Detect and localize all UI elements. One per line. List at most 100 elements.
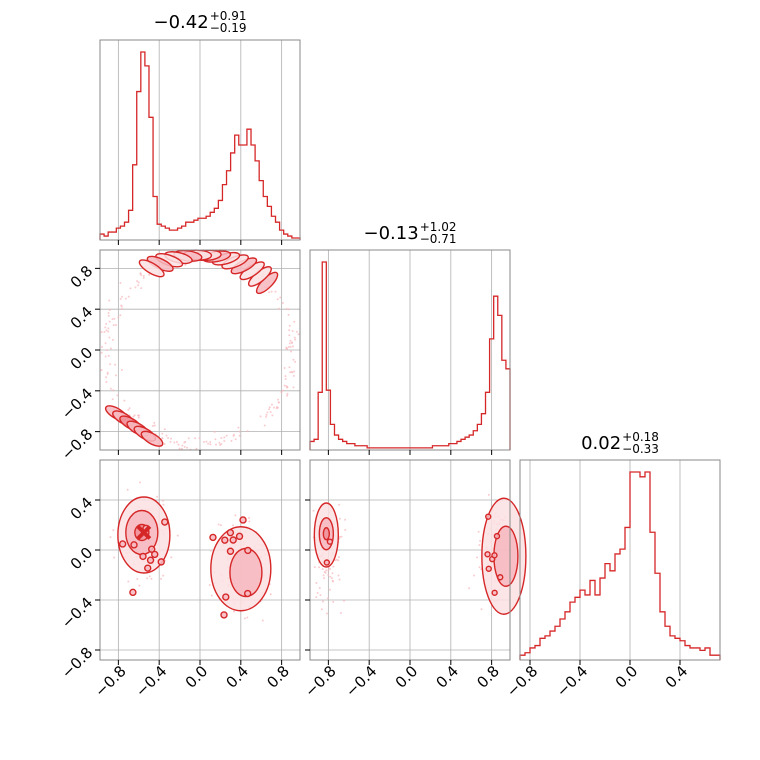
contour-region: [322, 527, 331, 541]
sample-point: [139, 272, 142, 275]
sample-point: [279, 296, 282, 299]
sample-point: [478, 566, 481, 569]
sample-point: [294, 338, 297, 341]
sample-point: [162, 503, 165, 506]
sample-point: [105, 322, 108, 325]
title-plus: +0.18: [622, 430, 659, 444]
sample-point: [225, 434, 228, 437]
sample-point: [208, 583, 211, 586]
sample-point: [142, 277, 145, 280]
contour-island: [139, 552, 147, 561]
sample-point: [121, 308, 124, 311]
sample-point: [150, 577, 153, 580]
sample-point: [338, 578, 341, 581]
sample-point: [338, 503, 341, 506]
sample-point: [202, 441, 205, 444]
y-tick-label: −0.4: [58, 384, 96, 422]
contour-island: [491, 589, 498, 596]
sample-point: [284, 375, 287, 378]
sample-point: [105, 349, 108, 352]
x-tick-label: 0.8: [263, 662, 293, 692]
sample-point: [337, 574, 340, 577]
title-median: −0.13: [363, 222, 419, 244]
x-tick-label: 0.0: [612, 662, 642, 692]
sample-point: [128, 407, 131, 410]
sample-point: [151, 424, 154, 427]
y-tick-label: 0.0: [67, 344, 97, 374]
sample-point: [295, 330, 298, 333]
sample-point: [289, 345, 292, 348]
contour-island: [491, 552, 498, 559]
histogram-step: [99, 51, 301, 240]
contour-island: [148, 545, 156, 553]
sample-point: [186, 446, 189, 449]
panel: −0.8 −0.4 0.0 0.4: [503, 459, 721, 701]
sample-point: [104, 355, 107, 358]
sample-point: [234, 514, 237, 517]
sample-point: [291, 345, 294, 348]
sample-point: [167, 437, 170, 440]
sample-point: [195, 447, 198, 450]
sample-point: [478, 543, 481, 546]
title-minus: −0.33: [622, 442, 659, 456]
panel: −0.8−0.4 0.0 0.4 0.8: [301, 459, 527, 701]
contour-island: [209, 533, 217, 542]
sample-point: [265, 415, 268, 418]
sample-point: [108, 308, 111, 311]
sample-point: [137, 284, 140, 287]
sample-point: [173, 441, 176, 444]
sample-point: [137, 416, 140, 419]
y-tick-label: 0.4: [67, 303, 97, 333]
y-tick-label: −0.8: [58, 644, 96, 682]
title-plus: +0.91: [209, 9, 247, 23]
sample-point: [111, 398, 114, 401]
sample-point: [111, 338, 114, 341]
sample-point: [287, 345, 290, 348]
sample-point: [277, 398, 280, 401]
sample-point: [165, 434, 168, 437]
sample-point: [287, 308, 290, 311]
sample-point: [289, 339, 292, 342]
sample-point: [180, 447, 183, 450]
sample-point: [290, 371, 293, 374]
sample-point: [215, 443, 218, 446]
sample-point: [318, 586, 321, 589]
sample-point: [340, 535, 343, 538]
panel: −0.8−0.4 0.0 0.4 0.8: [58, 249, 301, 464]
sample-point: [119, 297, 122, 300]
axes-frame: [519, 459, 721, 661]
contour-island: [243, 589, 252, 598]
sample-point: [272, 406, 275, 409]
sample-point: [175, 440, 178, 443]
sample-point: [275, 407, 278, 410]
sample-point: [281, 302, 284, 305]
sample-point: [138, 414, 141, 417]
sample-point: [106, 372, 109, 375]
title-median: −0.42: [153, 11, 209, 33]
sample-point: [126, 488, 129, 491]
sample-point: [270, 290, 273, 293]
sample-point: [316, 592, 319, 595]
sample-point: [343, 599, 346, 602]
sample-point: [114, 363, 117, 366]
sample-point: [246, 616, 249, 619]
sample-point: [220, 437, 223, 440]
sample-point: [218, 441, 221, 444]
sample-point: [297, 333, 300, 336]
sample-point: [276, 298, 279, 301]
sample-point: [109, 387, 112, 390]
sample-point: [156, 495, 159, 498]
sample-point: [103, 331, 106, 334]
sample-point: [277, 401, 280, 404]
y-tick-label: −0.8: [58, 425, 96, 463]
title-param-1: −0.42 +0.91 −0.19: [154, 10, 247, 34]
sample-point: [136, 280, 139, 283]
x-tick-label: 0.0: [182, 662, 212, 692]
sample-point: [291, 330, 294, 333]
x-tick-label: 0.4: [433, 662, 463, 692]
sample-point: [313, 566, 316, 569]
sample-point: [292, 386, 295, 389]
sample-point: [283, 367, 286, 370]
sample-point: [278, 307, 281, 310]
sample-point: [269, 593, 272, 596]
